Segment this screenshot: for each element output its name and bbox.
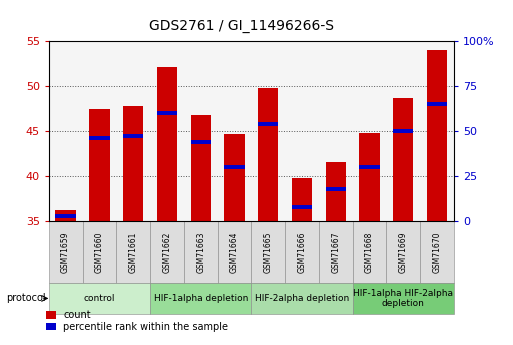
Bar [218,221,251,283]
Text: HIF-2alpha depletion: HIF-2alpha depletion [255,294,349,303]
Bar [123,134,143,138]
Bar [393,98,413,221]
Text: HIF-1alpha HIF-2alpha
depletion: HIF-1alpha HIF-2alpha depletion [353,289,453,308]
Bar [150,283,251,314]
Bar [292,178,312,221]
Bar [326,162,346,221]
Text: HIF-1alpha depletion: HIF-1alpha depletion [153,294,248,303]
Bar [393,129,413,133]
Bar [49,283,150,314]
Bar [326,187,346,191]
Text: GSM71662: GSM71662 [163,231,171,273]
Bar [386,221,420,283]
Bar [319,221,352,283]
Bar [116,221,150,283]
Bar [150,221,184,283]
Bar [427,102,447,106]
Bar [258,88,279,221]
Bar [190,140,211,144]
Bar [89,109,109,221]
Bar [83,221,116,283]
Bar [427,50,447,221]
Bar [224,134,245,221]
Text: GSM71663: GSM71663 [196,231,205,273]
Text: control: control [84,294,115,303]
Bar [251,221,285,283]
Bar [285,221,319,283]
Bar [224,165,245,169]
Bar [251,283,352,314]
Bar [353,283,454,314]
Text: GSM71659: GSM71659 [61,231,70,273]
Text: GSM71661: GSM71661 [129,231,137,273]
Text: GSM71664: GSM71664 [230,231,239,273]
Text: GSM71667: GSM71667 [331,231,340,273]
Bar [157,111,177,115]
Bar [190,115,211,221]
Bar [184,221,218,283]
Bar [360,133,380,221]
Bar [360,165,380,169]
Bar [292,205,312,209]
Text: protocol: protocol [7,294,46,303]
Bar [258,122,279,126]
Text: GSM71666: GSM71666 [298,231,307,273]
Text: GSM71665: GSM71665 [264,231,273,273]
Legend: count, percentile rank within the sample: count, percentile rank within the sample [46,310,228,332]
Bar [420,221,454,283]
Text: GSM71660: GSM71660 [95,231,104,273]
Bar [55,210,76,221]
Bar [89,136,109,140]
Bar [157,67,177,221]
Bar [123,106,143,221]
Bar [49,221,83,283]
Text: GSM71670: GSM71670 [432,231,442,273]
Bar [353,221,386,283]
Text: GSM71668: GSM71668 [365,231,374,273]
Text: GDS2761 / GI_11496266-S: GDS2761 / GI_11496266-S [149,19,333,33]
Text: GSM71669: GSM71669 [399,231,408,273]
Bar [55,214,76,218]
